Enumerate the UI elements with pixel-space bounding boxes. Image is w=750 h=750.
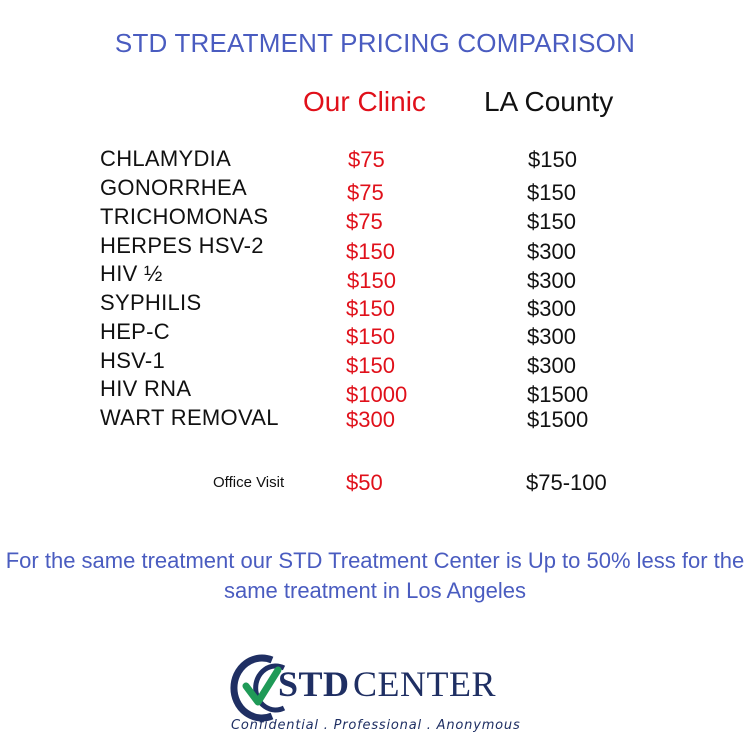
our-clinic-price: $75 (347, 180, 384, 205)
our-clinic-price: $150 (347, 268, 396, 293)
treatment-name: HIV ½ (100, 261, 163, 286)
logo-tagline: Confidential . Professional . Anonymous (231, 718, 521, 733)
office-visit-label: Office Visit (213, 474, 285, 491)
our-clinic-price: $300 (346, 407, 395, 432)
our-clinic-price: $150 (346, 353, 395, 378)
treatment-name: SYPHILIS (100, 290, 202, 315)
check-icon (242, 666, 282, 706)
our-clinic-price: $1000 (346, 382, 408, 407)
treatment-name: CHLAMYDIA (100, 146, 232, 171)
la-county-price: $300 (527, 353, 576, 378)
la-county-price: $150 (527, 209, 576, 234)
la-county-price: $150 (528, 147, 577, 172)
la-county-price: $1500 (527, 382, 589, 407)
logo-mark-icon (230, 654, 286, 722)
column-header-la-county: LA County (484, 86, 614, 117)
la-county-price: $300 (527, 296, 576, 321)
treatment-name: TRICHOMONAS (100, 204, 269, 229)
treatment-name: HERPES HSV-2 (100, 233, 264, 258)
treatment-name: HSV-1 (100, 348, 166, 373)
our-clinic-price: $75 (346, 209, 383, 234)
la-county-price: $300 (527, 324, 576, 349)
treatment-name: HEP-C (100, 319, 170, 344)
la-county-price: $300 (527, 239, 576, 264)
treatment-name: GONORRHEA (100, 175, 247, 200)
office-visit-our-price: $50 (346, 470, 383, 495)
treatment-name: HIV RNA (100, 376, 192, 401)
our-clinic-price: $150 (346, 239, 395, 264)
page-title: STD TREATMENT PRICING COMPARISON (114, 28, 636, 58)
la-county-price: $1500 (527, 407, 589, 432)
treatment-name: WART REMOVAL (100, 405, 279, 430)
la-county-price: $300 (527, 268, 576, 293)
our-clinic-price: $150 (346, 296, 395, 321)
la-county-price: $150 (527, 180, 576, 205)
our-clinic-price: $75 (348, 147, 385, 172)
column-header-our-clinic: Our Clinic (303, 86, 426, 117)
savings-note: For the same treatment our STD Treatment… (5, 548, 745, 603)
office-visit-la-price: $75-100 (526, 470, 607, 495)
our-clinic-price: $150 (346, 324, 395, 349)
logo-text-std: STD (278, 664, 350, 704)
logo-text-center: CENTER (353, 664, 496, 704)
